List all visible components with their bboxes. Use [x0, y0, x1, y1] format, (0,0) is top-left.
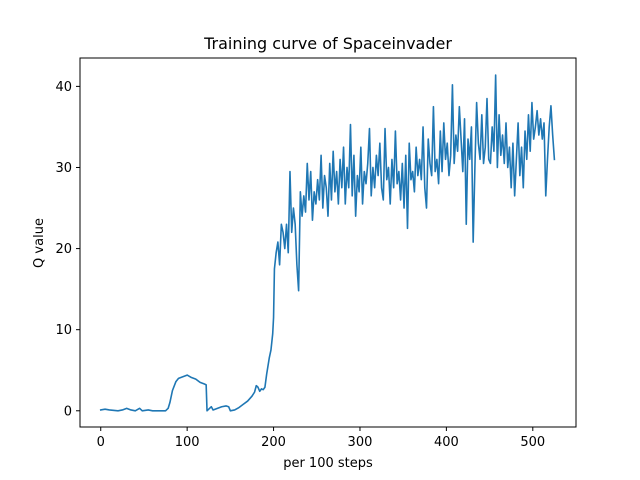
x-tick-label: 300 — [348, 435, 373, 450]
x-tick-label: 0 — [97, 435, 105, 450]
x-tick-label: 100 — [175, 435, 200, 450]
x-tick-label: 500 — [520, 435, 545, 450]
x-axis-label: per 100 steps — [283, 456, 373, 471]
series-layer — [99, 74, 556, 412]
chart-title: Training curve of Spaceinvader — [203, 34, 452, 53]
y-axis-label: Q value — [32, 218, 47, 268]
y-tick-label: 40 — [55, 80, 72, 95]
y-tick-label: 0 — [64, 404, 72, 419]
plot-area-frame — [79, 57, 577, 428]
y-tick-label: 30 — [55, 161, 72, 176]
series-line-q-value — [99, 74, 556, 412]
y-tick-label: 10 — [55, 323, 72, 338]
y-tick-label: 20 — [55, 242, 72, 257]
y-axis-ticks: 0 10 20 30 40 — [55, 80, 80, 419]
x-tick-label: 200 — [261, 435, 286, 450]
x-tick-label: 400 — [434, 435, 459, 450]
x-axis-ticks: 0 100 200 300 400 500 — [97, 427, 545, 450]
